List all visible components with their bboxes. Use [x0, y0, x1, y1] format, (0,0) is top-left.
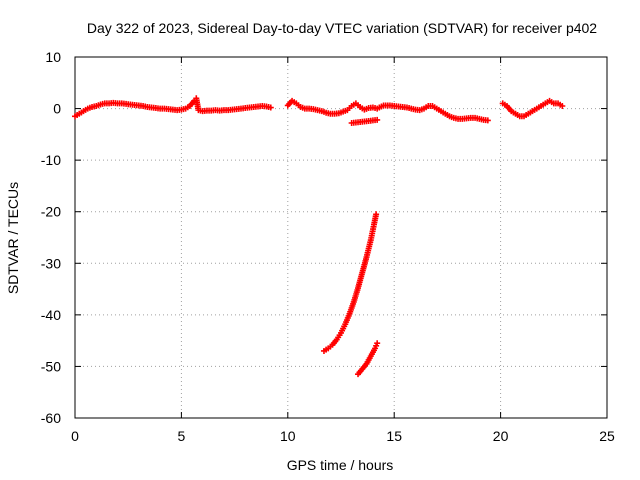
plot-area — [74, 56, 608, 419]
data-point — [374, 116, 381, 123]
x-axis-label: GPS time / hours — [287, 457, 394, 473]
y-tick-label: -30 — [41, 255, 61, 271]
x-tick-label: 10 — [280, 428, 296, 444]
y-tick-label: -50 — [41, 358, 61, 374]
y-tick-label: 0 — [53, 101, 61, 117]
axis-ticks: 0 5 10 15 20 25 10 0 -10 -20 -30 -40 -50 -60 — [41, 49, 615, 444]
y-axis-label: SDTVAR / TECUs — [5, 182, 21, 294]
y-tick-label: 10 — [45, 49, 61, 65]
x-tick-label: 15 — [386, 428, 402, 444]
x-tick-label: 0 — [71, 428, 79, 444]
data-point — [374, 340, 381, 347]
data-point — [373, 211, 380, 218]
series — [320, 211, 380, 354]
chart-title: Day 322 of 2023, Sidereal Day-to-day VTE… — [87, 20, 597, 36]
series — [348, 116, 381, 127]
x-tick-label: 25 — [599, 428, 615, 444]
y-tick-label: -60 — [41, 410, 61, 426]
x-tick-label: 5 — [178, 428, 186, 444]
series — [355, 340, 381, 378]
y-tick-label: -10 — [41, 152, 61, 168]
data-point — [559, 102, 566, 109]
y-tick-label: -40 — [41, 307, 61, 323]
data-point — [484, 117, 491, 124]
x-tick-label: 20 — [493, 428, 509, 444]
data-points — [72, 95, 566, 378]
y-tick-label: -20 — [41, 204, 61, 220]
data-point — [267, 104, 274, 111]
series — [72, 95, 566, 124]
